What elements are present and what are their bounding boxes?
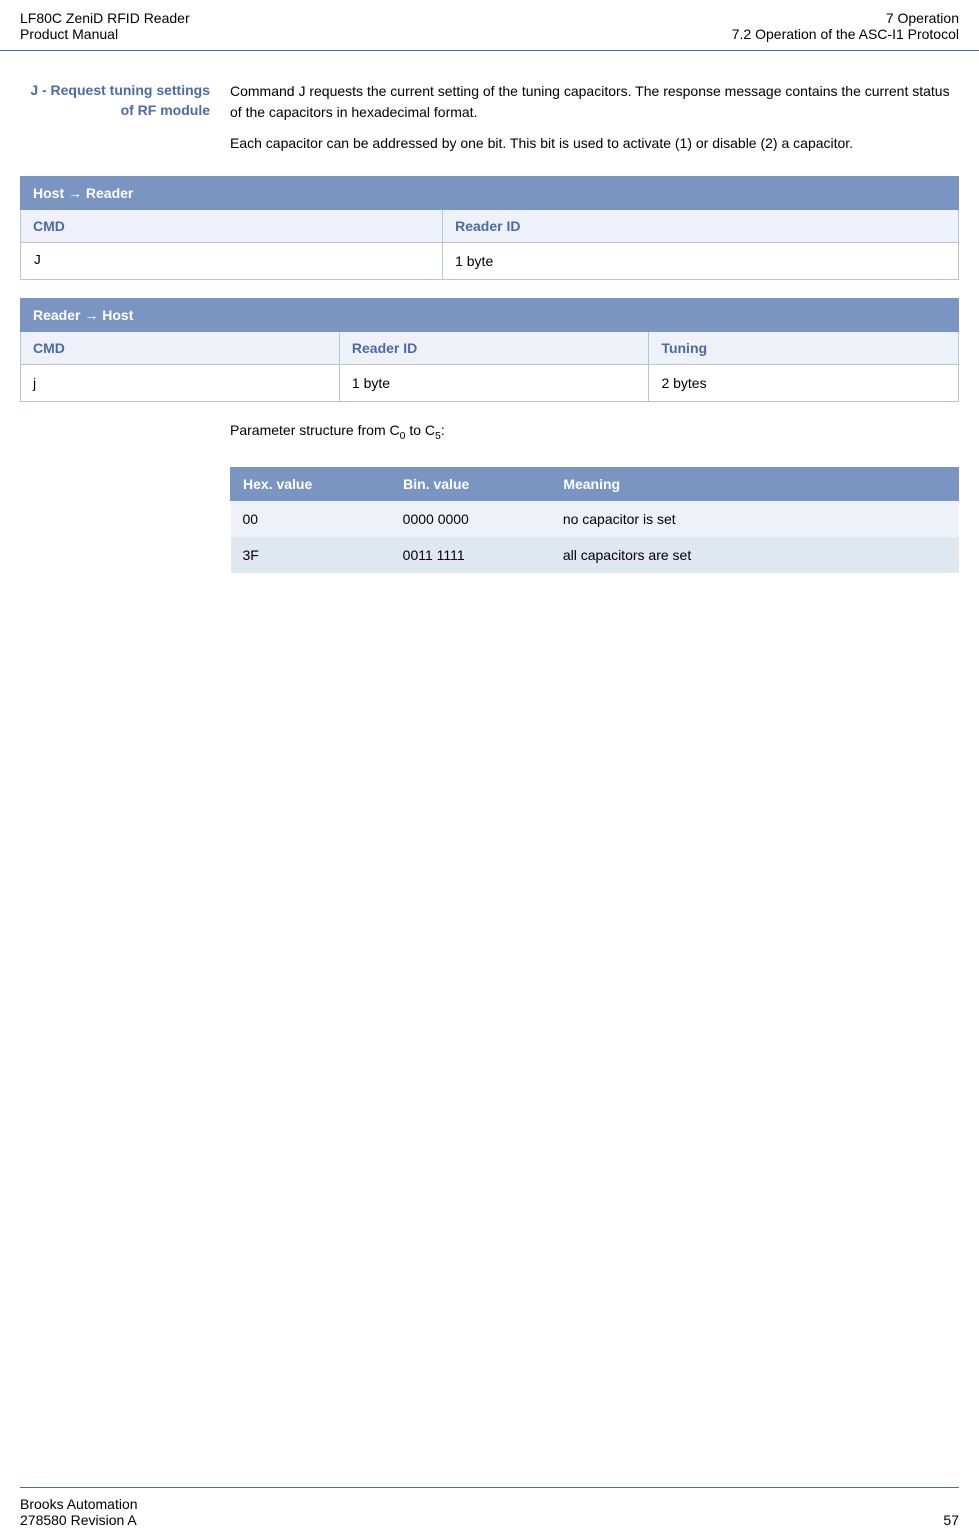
page-header: LF80C ZeniD RFID Reader Product Manual 7… [0, 0, 979, 51]
table3-col1-head: Hex. value [231, 467, 391, 500]
body-text: Command J requests the current setting o… [230, 81, 959, 164]
side-heading: J - Request tuning settings of RF module [20, 81, 230, 164]
param-intro-mid: to C [405, 422, 435, 438]
table-row: j 1 byte 2 bytes [21, 365, 959, 402]
table3-col3-head: Meaning [551, 467, 959, 500]
table3-col2-head: Bin. value [391, 467, 551, 500]
footer-page-number: 57 [943, 1512, 959, 1528]
table-row: 00 0000 0000 no capacitor is set [231, 500, 959, 537]
table-row: J 1 byte [21, 243, 959, 280]
table3-r1c3: no capacitor is set [551, 500, 959, 537]
table-header-row: CMD Reader ID [21, 210, 959, 243]
param-intro: Parameter structure from C0 to C5: [230, 420, 959, 445]
table1-r1c2: 1 byte [443, 243, 959, 280]
footer-company: Brooks Automation [20, 1496, 138, 1512]
header-product: LF80C ZeniD RFID Reader [20, 10, 190, 26]
host-reader-table: Host → Reader CMD Reader ID J 1 byte [20, 176, 959, 280]
table-title-row: Reader → Host [21, 299, 959, 332]
param-intro-suffix: : [441, 422, 445, 438]
table3-r2c2: 0011 1111 [391, 537, 551, 573]
table-header-row: Hex. value Bin. value Meaning [231, 467, 959, 500]
reader-host-table-wrap: Reader → Host CMD Reader ID Tuning j 1 b… [20, 298, 959, 402]
header-left: LF80C ZeniD RFID Reader Product Manual [20, 10, 190, 42]
param-intro-text: Parameter structure from C0 to C5: [230, 420, 959, 455]
host-reader-table-wrap: Host → Reader CMD Reader ID J 1 byte [20, 176, 959, 280]
header-doc-type: Product Manual [20, 26, 190, 42]
header-right: 7 Operation 7.2 Operation of the ASC-I1 … [732, 10, 959, 42]
header-section: 7.2 Operation of the ASC-I1 Protocol [732, 26, 959, 42]
param-intro-row: Parameter structure from C0 to C5: [20, 420, 959, 455]
table2-r1c3: 2 bytes [649, 365, 959, 402]
section-block: J - Request tuning settings of RF module… [20, 81, 959, 164]
footer-left: Brooks Automation 278580 Revision A [20, 1496, 138, 1528]
table2-r1c2: 1 byte [339, 365, 649, 402]
reader-host-table: Reader → Host CMD Reader ID Tuning j 1 b… [20, 298, 959, 402]
table1-title: Host → Reader [21, 177, 959, 210]
page-footer: Brooks Automation 278580 Revision A 57 [20, 1487, 959, 1528]
paragraph-1: Command J requests the current setting o… [230, 81, 959, 123]
table2-col2-head: Reader ID [339, 332, 649, 365]
param-table-wrap: Hex. value Bin. value Meaning 00 0000 00… [230, 467, 959, 573]
table3-r2c3: all capacitors are set [551, 537, 959, 573]
table3-r2c1: 3F [231, 537, 391, 573]
header-chapter: 7 Operation [732, 10, 959, 26]
param-intro-prefix: Parameter structure from C [230, 422, 400, 438]
table1-col1-head: CMD [21, 210, 443, 243]
table-row: 3F 0011 1111 all capacitors are set [231, 537, 959, 573]
paragraph-2: Each capacitor can be addressed by one b… [230, 133, 959, 154]
table2-r1c1: j [21, 365, 340, 402]
table2-col3-head: Tuning [649, 332, 959, 365]
param-table: Hex. value Bin. value Meaning 00 0000 00… [230, 467, 959, 573]
table-header-row: CMD Reader ID Tuning [21, 332, 959, 365]
table1-r1c1: J [21, 243, 443, 280]
page-content: J - Request tuning settings of RF module… [0, 51, 979, 611]
footer-revision: 278580 Revision A [20, 1512, 138, 1528]
table3-r1c1: 00 [231, 500, 391, 537]
table2-col1-head: CMD [21, 332, 340, 365]
empty-side [20, 420, 230, 455]
table-title-row: Host → Reader [21, 177, 959, 210]
table1-col2-head: Reader ID [443, 210, 959, 243]
table2-title: Reader → Host [21, 299, 959, 332]
table3-r1c2: 0000 0000 [391, 500, 551, 537]
